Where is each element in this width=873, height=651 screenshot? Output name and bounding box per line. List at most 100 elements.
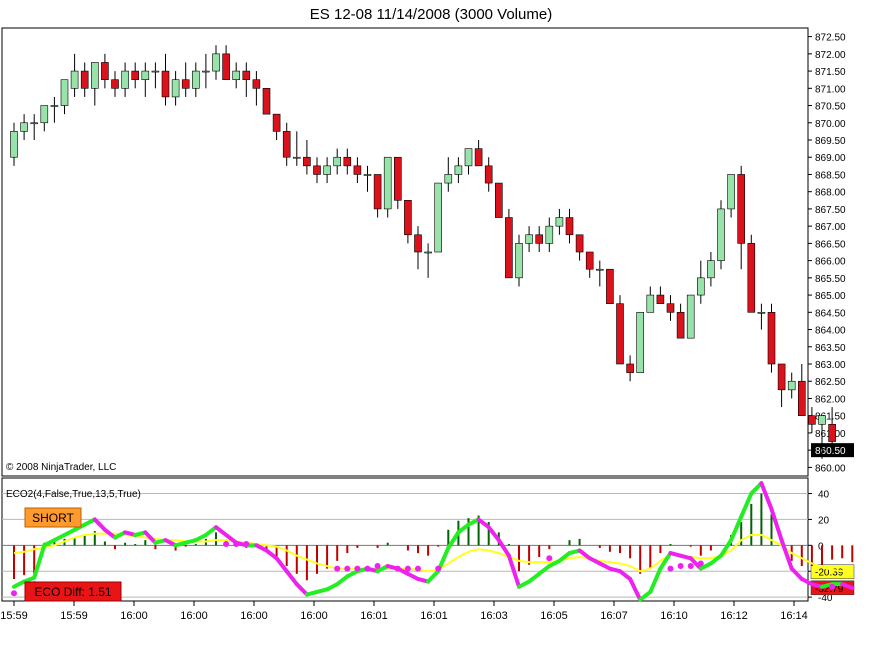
eco-line-segment <box>426 569 441 584</box>
signal-dot <box>11 590 17 597</box>
candle-body <box>303 156 311 167</box>
candle-body <box>525 234 533 244</box>
indicator-value-label: -20.39 <box>815 568 844 579</box>
eco-line-segment <box>496 538 511 558</box>
candle-body <box>10 131 18 158</box>
candle-body <box>272 113 281 132</box>
price-tick-label: 870.00 <box>815 119 846 130</box>
candle-body <box>434 182 443 253</box>
signal-dot <box>243 541 250 548</box>
eco-line-segment <box>486 525 501 543</box>
short-badge: SHORT <box>24 507 82 528</box>
candle-body <box>20 122 28 132</box>
eco-diff-badge: ECO Diff: 1.51 <box>24 581 122 602</box>
price-tick-label: 860.00 <box>815 463 846 474</box>
candle-body <box>626 363 634 373</box>
candle-body <box>282 131 291 158</box>
candle-body <box>666 303 675 313</box>
candle-body <box>111 79 119 89</box>
candle-body <box>151 70 160 73</box>
candle-body <box>818 415 826 425</box>
candle-body <box>242 70 251 80</box>
indicator-tick-label: 40 <box>818 490 830 501</box>
candle-body <box>707 260 715 279</box>
eco-line-segment <box>335 574 350 587</box>
price-tick-label: 863.00 <box>815 360 846 371</box>
price-tick-label: 862.00 <box>815 394 846 405</box>
eco-line-segment <box>143 530 158 545</box>
candle-body <box>80 70 89 89</box>
price-tick-label: 862.50 <box>815 377 846 388</box>
time-tick-label: 16:03 <box>480 610 508 622</box>
candle-body <box>515 243 523 279</box>
time-tick-label: 16:10 <box>660 610 688 622</box>
time-axis[interactable]: 15:59 15:59 16:00 16:00 16:00 16:00 16:01 16:01… <box>0 601 808 622</box>
candle-body <box>131 70 139 80</box>
signal-dot <box>697 560 704 567</box>
signal-dot <box>667 565 674 572</box>
price-tick-label: 866.50 <box>815 239 846 250</box>
eco-line-segment <box>648 566 663 594</box>
candle-body <box>696 277 705 296</box>
eco-line-segment <box>769 507 784 543</box>
candle-body <box>828 424 836 442</box>
candle-body <box>222 53 230 80</box>
indicator-panel-frame <box>1 477 809 602</box>
candle-body <box>747 243 756 313</box>
signal-dot <box>364 565 371 572</box>
price-tick-label: 869.50 <box>815 136 846 147</box>
time-tick-label: 16:01 <box>420 610 448 622</box>
time-tick-label: 16:05 <box>540 610 568 622</box>
eco-line-segment <box>840 582 855 591</box>
eco-line-segment <box>284 569 299 587</box>
candle-body <box>363 174 372 176</box>
candle-body <box>606 268 614 304</box>
signal-dot <box>404 565 411 572</box>
candle-body <box>383 156 392 210</box>
eco-line-segment <box>506 553 521 589</box>
price-tick-label: 865.00 <box>815 291 846 302</box>
eco-line-segment <box>779 538 794 571</box>
candle-body <box>424 251 432 254</box>
candle-body <box>545 225 554 244</box>
price-tick-label: 869.00 <box>815 153 846 164</box>
candle-body <box>484 165 493 184</box>
eco-line-segment <box>759 481 774 512</box>
time-tick-label: 16:07 <box>600 610 628 622</box>
price-tick-label: 871.00 <box>815 84 846 95</box>
candle-body <box>717 208 725 261</box>
candle-body <box>393 156 402 201</box>
time-tick-label: 15:59 <box>60 610 88 622</box>
eco-line-segment <box>688 556 703 571</box>
price-tick-label: 872.00 <box>815 50 846 61</box>
indicator-title: ECO2(4,False,True,13,5,True) <box>6 489 141 500</box>
eco-line-segment <box>719 538 734 558</box>
candle-body <box>727 174 735 210</box>
candle-body <box>787 380 796 391</box>
signal-dot <box>829 583 836 590</box>
candle-body <box>808 415 816 425</box>
eco-line-segment <box>638 589 653 602</box>
signal-dot <box>354 565 361 572</box>
candle-body <box>616 303 624 365</box>
candle-body <box>494 182 503 218</box>
signal-dot <box>546 555 553 562</box>
price-tick-label: 867.50 <box>815 205 846 216</box>
time-tick-label: 16:01 <box>360 610 388 622</box>
eco-line-segment <box>32 543 47 580</box>
candle-body <box>262 88 271 115</box>
candle-body <box>414 234 422 253</box>
candle-body <box>737 174 746 244</box>
candle-body <box>565 217 574 236</box>
price-tick-label: 865.50 <box>815 274 846 285</box>
candle-body <box>585 251 594 270</box>
signal-dot <box>374 563 381 570</box>
signal-dot <box>344 565 351 572</box>
price-tick-label: 863.50 <box>815 343 846 354</box>
candle-body <box>161 70 170 98</box>
candle-body <box>40 105 49 124</box>
candle-body <box>474 148 483 167</box>
candle-body <box>292 156 301 159</box>
candle-body <box>454 165 463 175</box>
eco-line-segment <box>456 522 471 535</box>
